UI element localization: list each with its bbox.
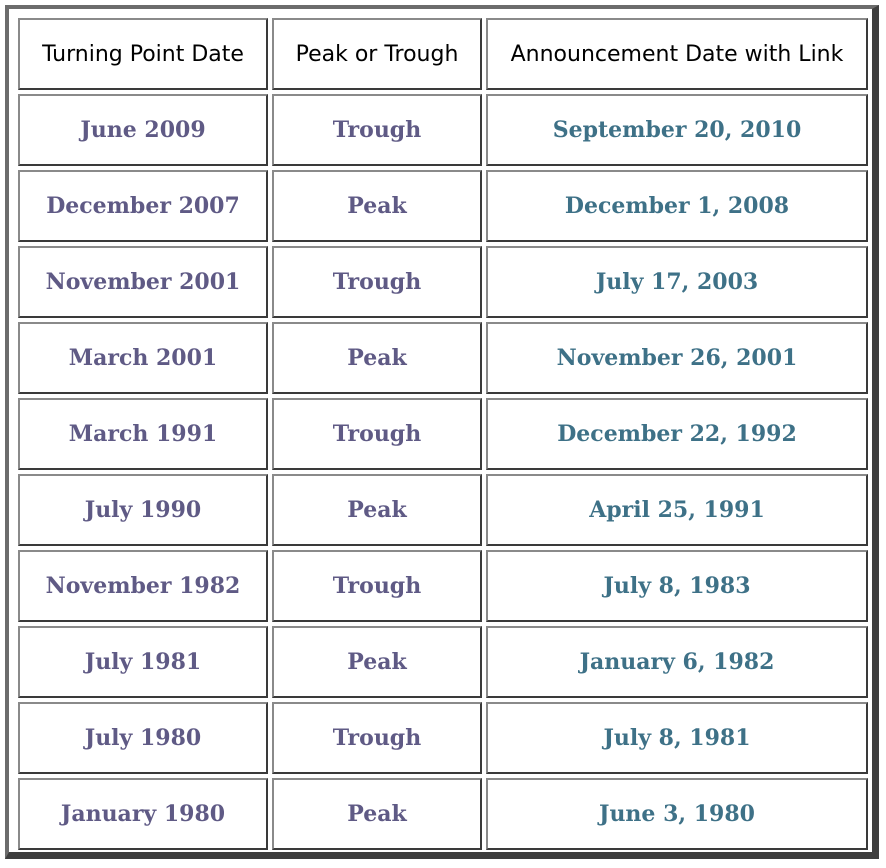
column-header-peak-or-trough: Peak or Trough	[272, 18, 482, 90]
turning-point-date-cell: July 1981	[18, 626, 268, 698]
column-header-announcement-date: Announcement Date with Link	[486, 18, 868, 90]
header-row: Turning Point Date Peak or Trough Announ…	[18, 18, 868, 90]
table-row: January 1980 Peak June 3, 1980	[18, 778, 868, 850]
table-row: July 1990 Peak April 25, 1991	[18, 474, 868, 546]
turning-point-date-cell: July 1980	[18, 702, 268, 774]
peak-or-trough-cell: Peak	[272, 778, 482, 850]
table-row: July 1980 Trough July 8, 1981	[18, 702, 868, 774]
announcement-date-link[interactable]: June 3, 1980	[486, 778, 868, 850]
peak-or-trough-cell: Peak	[272, 474, 482, 546]
announcement-date-link[interactable]: July 17, 2003	[486, 246, 868, 318]
turning-point-date-cell: June 2009	[18, 94, 268, 166]
column-header-turning-point: Turning Point Date	[18, 18, 268, 90]
announcement-date-link[interactable]: November 26, 2001	[486, 322, 868, 394]
peak-or-trough-cell: Peak	[272, 170, 482, 242]
table-row: November 1982 Trough July 8, 1983	[18, 550, 868, 622]
turning-point-date-cell: March 1991	[18, 398, 268, 470]
announcement-date-link[interactable]: July 8, 1981	[486, 702, 868, 774]
turning-point-date-cell: December 2007	[18, 170, 268, 242]
peak-or-trough-cell: Trough	[272, 94, 482, 166]
peak-or-trough-cell: Trough	[272, 398, 482, 470]
announcement-date-link[interactable]: December 22, 1992	[486, 398, 868, 470]
table-row: July 1981 Peak January 6, 1982	[18, 626, 868, 698]
table-row: November 2001 Trough July 17, 2003	[18, 246, 868, 318]
table-row: June 2009 Trough September 20, 2010	[18, 94, 868, 166]
table-row: March 1991 Trough December 22, 1992	[18, 398, 868, 470]
business-cycle-table: Turning Point Date Peak or Trough Announ…	[14, 14, 872, 854]
peak-or-trough-cell: Trough	[272, 246, 482, 318]
announcement-date-link[interactable]: April 25, 1991	[486, 474, 868, 546]
table-row: December 2007 Peak December 1, 2008	[18, 170, 868, 242]
table-row: March 2001 Peak November 26, 2001	[18, 322, 868, 394]
turning-point-date-cell: March 2001	[18, 322, 268, 394]
turning-point-date-cell: July 1990	[18, 474, 268, 546]
table-frame: Turning Point Date Peak or Trough Announ…	[5, 5, 879, 859]
peak-or-trough-cell: Trough	[272, 702, 482, 774]
announcement-date-link[interactable]: July 8, 1983	[486, 550, 868, 622]
turning-point-date-cell: November 1982	[18, 550, 268, 622]
turning-point-date-cell: January 1980	[18, 778, 268, 850]
peak-or-trough-cell: Peak	[272, 322, 482, 394]
announcement-date-link[interactable]: January 6, 1982	[486, 626, 868, 698]
peak-or-trough-cell: Peak	[272, 626, 482, 698]
announcement-date-link[interactable]: September 20, 2010	[486, 94, 868, 166]
peak-or-trough-cell: Trough	[272, 550, 482, 622]
turning-point-date-cell: November 2001	[18, 246, 268, 318]
announcement-date-link[interactable]: December 1, 2008	[486, 170, 868, 242]
